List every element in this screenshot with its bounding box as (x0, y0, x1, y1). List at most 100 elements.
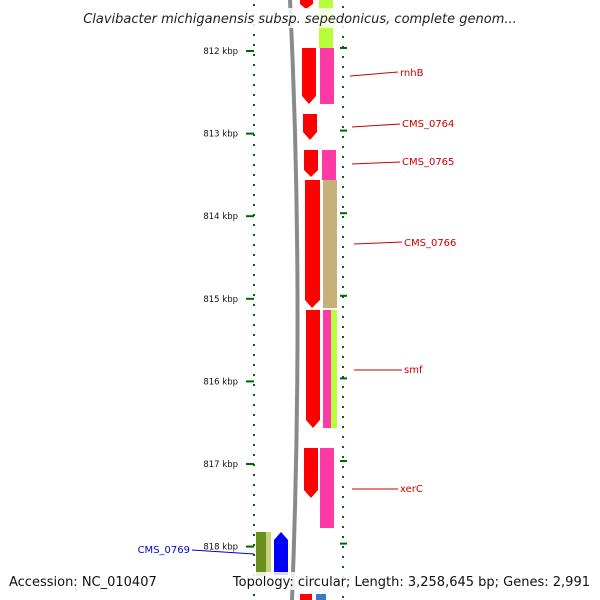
scale-dot (342, 86, 344, 88)
gene-label-CMS_0764[interactable]: CMS_0764 (402, 119, 454, 130)
cds-feature[interactable] (306, 310, 320, 428)
scale-dot (342, 186, 344, 188)
label-connectors (191, 71, 403, 555)
scale-dot (253, 114, 255, 116)
cds-feature[interactable] (300, 0, 313, 9)
tick-label: 815 kbp (203, 295, 238, 305)
scale-dot (253, 384, 255, 386)
scale-dot (342, 566, 344, 568)
scale-dot (342, 126, 344, 128)
scale-dot (253, 124, 255, 126)
cds-feature[interactable] (302, 48, 316, 104)
scale-dot (342, 356, 344, 358)
gene-label-CMS_0765[interactable]: CMS_0765 (402, 157, 454, 168)
scale-dot (342, 36, 344, 38)
gene-block-pink[interactable] (320, 448, 334, 528)
scale-dot (342, 236, 344, 238)
major-tick (340, 377, 347, 380)
scale-dot (342, 176, 344, 178)
scale-dot (253, 344, 255, 346)
scale-dot (342, 206, 344, 208)
map-title: Clavibacter michiganensis subsp. sepedon… (83, 12, 517, 27)
scale-dot (342, 256, 344, 258)
gene-block-olive-light[interactable] (266, 532, 271, 576)
scale-dot (342, 96, 344, 98)
cds-feature[interactable] (304, 448, 318, 498)
scale-dot (342, 266, 344, 268)
major-tick (246, 215, 254, 218)
scale-dot (342, 156, 344, 158)
scale-dot (342, 366, 344, 368)
scale-dot (253, 334, 255, 336)
major-tick (246, 297, 254, 300)
major-tick (340, 47, 347, 49)
gene-label-rnhB[interactable]: rnhB (400, 68, 424, 79)
scale-dot (253, 224, 255, 226)
scale-dot (342, 246, 344, 248)
connector-rnhB (349, 71, 399, 77)
gene-label-smf[interactable]: smf (404, 365, 423, 376)
footer-background (6, 572, 594, 590)
cds-feature[interactable] (304, 150, 318, 177)
gene-block-pink[interactable] (322, 150, 336, 180)
cds-feature[interactable] (303, 114, 317, 140)
gene-label-CMS_0769[interactable]: CMS_0769 (138, 545, 190, 556)
scale-dot (253, 524, 255, 526)
cds-feature[interactable] (305, 180, 320, 308)
scale-dot (342, 386, 344, 388)
scale-dot (342, 6, 344, 8)
scale-dot (253, 494, 255, 496)
connector-CMS_0766 (353, 241, 403, 245)
scale-dot (342, 76, 344, 78)
scale-dot (342, 296, 344, 298)
scale-dot (253, 484, 255, 486)
gene-block-blue[interactable] (316, 594, 326, 600)
scale-dot (253, 514, 255, 516)
scale-dot (342, 456, 344, 458)
major-tick (246, 463, 254, 465)
gene-block-pink[interactable] (320, 48, 334, 104)
scale-dot (253, 534, 255, 536)
scale-dot (342, 496, 344, 498)
gene-block-lime[interactable] (331, 310, 337, 428)
connector-CMS_0769 (191, 549, 255, 555)
cds-feature[interactable] (300, 594, 312, 600)
scale-dot (342, 546, 344, 548)
scale-dot (253, 414, 255, 416)
scale-dot (342, 276, 344, 278)
cds-feature-forward[interactable] (274, 532, 288, 575)
gene-labels: rnhB CMS_0764 CMS_0765 CMS_0766 smf xerC… (138, 68, 457, 556)
scale-dot (342, 596, 344, 598)
major-tick (246, 50, 254, 52)
scale-dot (342, 436, 344, 438)
scale-dot (342, 376, 344, 378)
title-background (70, 8, 532, 28)
gene-label-CMS_0766[interactable]: CMS_0766 (404, 238, 456, 249)
gene-label-xerC[interactable]: xerC (400, 484, 423, 495)
tick-label: 816 kbp (203, 377, 238, 387)
scale-dot (253, 404, 255, 406)
scale-dot (342, 536, 344, 538)
tick-label: 818 kbp (203, 543, 238, 553)
gene-block-khaki[interactable] (323, 180, 337, 308)
scale-dot (253, 554, 255, 556)
scale-dot (342, 446, 344, 448)
scale-dot (253, 164, 255, 166)
major-tick (340, 129, 347, 132)
scale-dot (342, 166, 344, 168)
scale-dot (342, 106, 344, 108)
scale-dot (342, 216, 344, 218)
scale-dot (342, 316, 344, 318)
scale-dot (342, 196, 344, 198)
scale-dot (253, 424, 255, 426)
scale-dot (342, 286, 344, 288)
scale-dot (253, 194, 255, 196)
genome-backbone (288, 0, 300, 600)
scale-dot (342, 146, 344, 148)
scale-dot (253, 274, 255, 276)
gene-block-pink[interactable] (323, 310, 331, 428)
scale-dot (253, 324, 255, 326)
scale-dot (253, 54, 255, 56)
scale-dots-left (253, 4, 255, 596)
